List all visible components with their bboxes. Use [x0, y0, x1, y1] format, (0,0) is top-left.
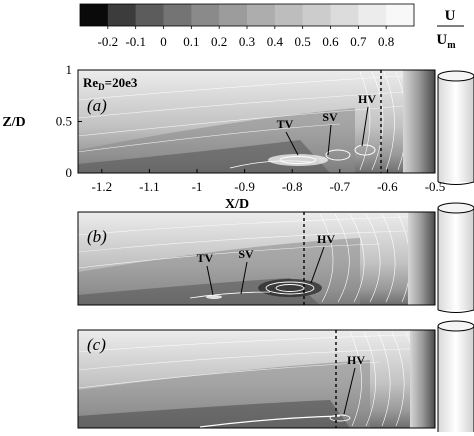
colorbar-tick-label: 0 [160, 34, 167, 49]
panel-a-vortex-labels: TV SV HV [277, 92, 376, 156]
colorbar-tick-label: -0.2 [98, 34, 119, 49]
panel-a-hv-arrow [361, 106, 369, 147]
colorbar-tick-label: 0.8 [378, 34, 394, 49]
panel-b-label: (b) [87, 227, 107, 246]
colorbar-cell [386, 4, 415, 26]
colorbar: -0.2 -0.1 0 0.1 0.2 0.3 0.4 0.5 0.6 0.7 0.8 U Um [79, 3, 464, 51]
panel-a-ytick-label: 0.5 [56, 114, 72, 129]
panel-a-tv-arrow [285, 131, 299, 156]
panel-a-annotation: ReD=20e3 [83, 75, 138, 92]
colorbar-tick-label: 0.5 [295, 34, 311, 49]
colorbar-tick-label: 0.3 [239, 34, 255, 49]
panel-c-frame [77, 329, 436, 429]
panel-a-xtick-label: -1.2 [92, 179, 113, 194]
colorbar-cell [107, 4, 136, 26]
panel-c-hv-arrow [343, 367, 356, 415]
panel-a-xaxis: -1.2 -1.1 -1 -0.9 -0.8 -0.7 -0.6 -0.5 [92, 169, 445, 194]
panel-b-sv-arrow [240, 261, 248, 295]
colorbar-cell [247, 4, 276, 26]
panel-a-xtick-label: -0.7 [330, 179, 351, 194]
panel-c-vortex-labels: HV [343, 353, 365, 415]
svg-text:Um: Um [436, 32, 456, 51]
panel-b-field [77, 212, 436, 305]
panel-a-field [77, 70, 436, 173]
panel-a-xtick-label: -1.1 [139, 179, 160, 194]
panel-b-vortex-labels: TV SV HV [197, 232, 335, 296]
panel-a-ytick-label: 1 [66, 62, 73, 77]
colorbar-tick-label: 0.7 [350, 34, 367, 49]
colorbar-label-denominator: U [436, 32, 447, 48]
colorbar-tick-label: -0.1 [125, 34, 146, 49]
panel-a: -1.2 -1.1 -1 -0.9 -0.8 -0.7 -0.6 -0.5 00.51 X/D… [2, 62, 474, 212]
colorbar-label-numerator: U [445, 8, 456, 24]
panel-b-hv-arrow [310, 246, 325, 284]
panel-a-tv-label: TV [277, 117, 294, 131]
colorbar-cells [80, 4, 415, 26]
panel-a-sv-arrow [327, 124, 332, 156]
panel-b-cylinder [437, 202, 474, 313]
colorbar-tick-label: 0.4 [267, 34, 284, 49]
colorbar-cell [135, 4, 164, 26]
colorbar-label-denominator-sub: m [447, 40, 456, 51]
panel-a-xtick-label: -1 [192, 179, 203, 194]
panel-a-ytick-label: 0 [66, 165, 73, 180]
colorbar-cell [80, 4, 109, 26]
colorbar-label: U Um [436, 8, 464, 51]
colorbar-cell [219, 4, 248, 26]
panel-c-cylinder [437, 320, 474, 432]
panel-a-hv-label: HV [358, 92, 376, 106]
colorbar-cell [330, 4, 359, 26]
panel-a-xlabel: X/D [225, 197, 249, 212]
panel-b-hv-label: HV [317, 232, 335, 246]
panel-b-frame [77, 211, 436, 306]
colorbar-tick-label: 0.2 [211, 34, 227, 49]
colorbar-cell [358, 4, 387, 26]
panel-a-xtick-label: -0.8 [282, 179, 303, 194]
panel-b: (b) TV SV HV [77, 202, 474, 313]
panel-b-sv-label: SV [238, 247, 254, 261]
panel-a-sv-label: SV [322, 110, 338, 124]
panel-a-xtick-label: -0.6 [377, 179, 398, 194]
panel-a-cylinder [437, 70, 474, 185]
panel-c-field [77, 330, 436, 428]
panel-a-label: (a) [87, 96, 107, 115]
panel-c-label: (c) [87, 335, 106, 354]
colorbar-tick-label: 0.1 [183, 34, 199, 49]
panel-b-tv-label: TV [197, 251, 214, 265]
colorbar-ticks: -0.2 -0.1 0 0.1 0.2 0.3 0.4 0.5 0.6 0.7 0.8 [98, 26, 394, 49]
colorbar-cell [163, 4, 192, 26]
panel-c: (c) HV [77, 320, 474, 432]
colorbar-cell [191, 4, 220, 26]
panel-a-ylabel: Z/D [2, 115, 25, 130]
colorbar-tick-label: 0.6 [322, 34, 339, 49]
colorbar-cell [274, 4, 303, 26]
panel-c-hv-label: HV [347, 353, 365, 367]
panel-b-tv-arrow [206, 265, 214, 296]
panel-a-yaxis: 00.51 [56, 62, 82, 180]
panel-a-xtick-label: -0.9 [234, 179, 255, 194]
colorbar-cell [302, 4, 331, 26]
